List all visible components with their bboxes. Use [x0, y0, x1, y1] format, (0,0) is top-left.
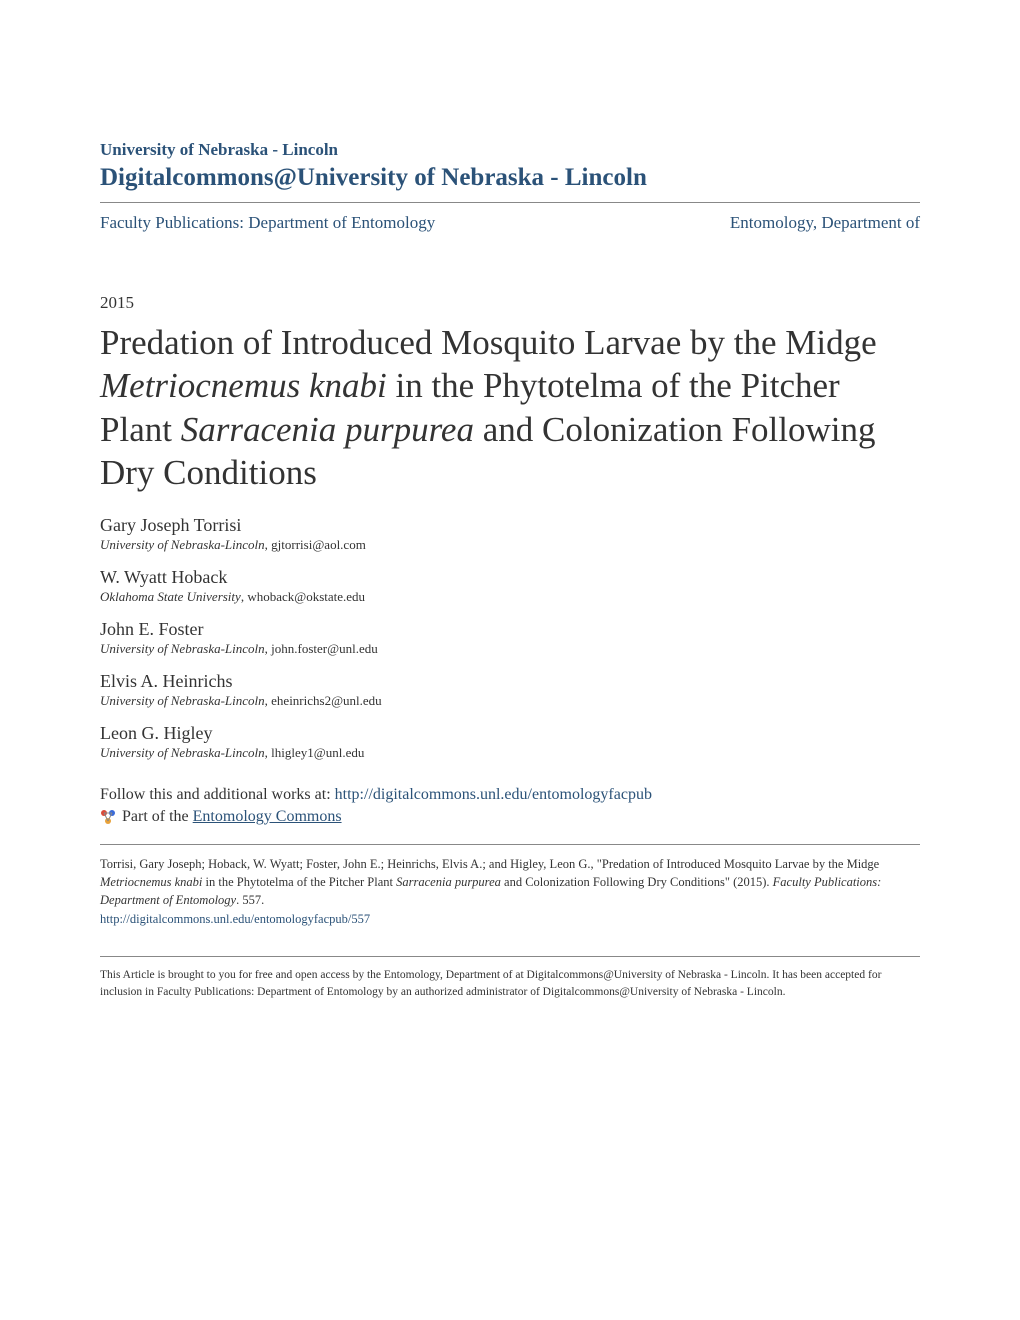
author-aff-name: Oklahoma State University — [100, 589, 241, 604]
author-affiliation: University of Nebraska-Lincoln, lhigley1… — [100, 745, 920, 761]
citation-part-1: Torrisi, Gary Joseph; Hoback, W. Wyatt; … — [100, 857, 879, 871]
author-block: Gary Joseph Torrisi University of Nebras… — [100, 515, 920, 553]
citation-species-2: Sarracenia purpurea — [396, 875, 501, 889]
follow-text: Follow this and additional works at: htt… — [100, 786, 920, 804]
author-aff-name: University of Nebraska-Lincoln — [100, 693, 265, 708]
commons-title[interactable]: Digitalcommons@University of Nebraska - … — [100, 164, 920, 192]
authors-list: Gary Joseph Torrisi University of Nebras… — [100, 515, 920, 761]
title-species-1: Metriocnemus knabi — [100, 366, 387, 405]
follow-section: Follow this and additional works at: htt… — [100, 786, 920, 826]
author-email: whoback@okstate.edu — [247, 589, 365, 604]
author-aff-name: University of Nebraska-Lincoln — [100, 641, 265, 656]
citation-divider — [100, 844, 920, 845]
author-name: Leon G. Higley — [100, 723, 920, 744]
footer-text: This Article is brought to you for free … — [100, 967, 920, 1000]
breadcrumb-department-link[interactable]: Entomology, Department of — [730, 213, 920, 233]
author-affiliation: Oklahoma State University, whoback@oksta… — [100, 589, 920, 605]
partof-link[interactable]: Entomology Commons — [193, 808, 342, 825]
author-block: Leon G. Higley University of Nebraska-Li… — [100, 723, 920, 761]
title-text-1: Predation of Introduced Mosquito Larvae … — [100, 323, 877, 362]
author-block: Elvis A. Heinrichs University of Nebrask… — [100, 671, 920, 709]
citation-part-2: in the Phytotelma of the Pitcher Plant — [202, 875, 396, 889]
author-email: lhigley1@unl.edu — [271, 745, 364, 760]
author-email: gjtorrisi@aol.com — [271, 537, 366, 552]
author-affiliation: University of Nebraska-Lincoln, eheinric… — [100, 693, 920, 709]
partof-text: Part of the Entomology Commons — [122, 808, 342, 826]
partof-prefix: Part of the — [122, 808, 193, 825]
footer-divider — [100, 956, 920, 957]
author-block: John E. Foster University of Nebraska-Li… — [100, 619, 920, 657]
citation-part-3: and Colonization Following Dry Condition… — [501, 875, 773, 889]
page-container: University of Nebraska - Lincoln Digital… — [0, 0, 1020, 1060]
author-affiliation: University of Nebraska-Lincoln, john.fos… — [100, 641, 920, 657]
author-name: Gary Joseph Torrisi — [100, 515, 920, 536]
citation-part-4: . 557. — [236, 893, 264, 907]
citation-species-1: Metriocnemus knabi — [100, 875, 202, 889]
author-name: John E. Foster — [100, 619, 920, 640]
follow-link[interactable]: http://digitalcommons.unl.edu/entomology… — [335, 786, 652, 803]
citation-text: Torrisi, Gary Joseph; Hoback, W. Wyatt; … — [100, 855, 920, 929]
institution-name: University of Nebraska - Lincoln — [100, 140, 920, 160]
partof-row: Part of the Entomology Commons — [100, 808, 920, 826]
author-email: john.foster@unl.edu — [271, 641, 378, 656]
author-name: W. Wyatt Hoback — [100, 567, 920, 588]
author-name: Elvis A. Heinrichs — [100, 671, 920, 692]
author-aff-name: University of Nebraska-Lincoln — [100, 745, 265, 760]
follow-prefix: Follow this and additional works at: — [100, 786, 335, 803]
publication-year: 2015 — [100, 293, 920, 313]
citation-link[interactable]: http://digitalcommons.unl.edu/entomology… — [100, 910, 920, 928]
author-aff-name: University of Nebraska-Lincoln — [100, 537, 265, 552]
article-title: Predation of Introduced Mosquito Larvae … — [100, 321, 920, 495]
header-divider — [100, 202, 920, 203]
network-icon — [100, 809, 116, 825]
title-species-2: Sarracenia purpurea — [181, 410, 474, 449]
breadcrumb: Faculty Publications: Department of Ento… — [100, 213, 920, 233]
author-email: eheinrichs2@unl.edu — [271, 693, 382, 708]
breadcrumb-collection-link[interactable]: Faculty Publications: Department of Ento… — [100, 213, 435, 233]
author-affiliation: University of Nebraska-Lincoln, gjtorris… — [100, 537, 920, 553]
author-block: W. Wyatt Hoback Oklahoma State Universit… — [100, 567, 920, 605]
